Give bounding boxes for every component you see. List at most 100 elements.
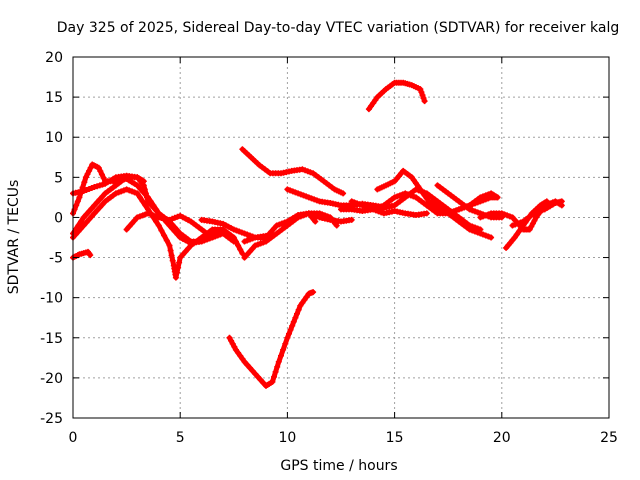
x-axis-label: GPS time / hours bbox=[280, 458, 397, 474]
data-point bbox=[177, 254, 184, 261]
data-point bbox=[274, 363, 281, 370]
x-tick-label: 15 bbox=[386, 430, 404, 446]
data-point bbox=[418, 89, 425, 96]
data-point bbox=[241, 254, 248, 261]
data-point bbox=[97, 168, 104, 175]
y-tick-label: -15 bbox=[40, 331, 63, 347]
series-trace-17 bbox=[370, 186, 484, 233]
data-point bbox=[168, 252, 175, 259]
data-point bbox=[294, 310, 300, 317]
data-point bbox=[100, 174, 107, 181]
data-point bbox=[312, 218, 319, 225]
data-point bbox=[155, 222, 162, 229]
data-point bbox=[292, 314, 299, 321]
data-point bbox=[289, 322, 296, 329]
data-point bbox=[333, 222, 340, 229]
data-point bbox=[282, 340, 289, 347]
data-point bbox=[423, 210, 430, 217]
series-trace-18 bbox=[338, 206, 430, 218]
data-point bbox=[235, 242, 242, 249]
series-trace-14 bbox=[365, 79, 428, 113]
data-point bbox=[74, 198, 81, 205]
data-point bbox=[76, 194, 83, 201]
data-point bbox=[237, 246, 244, 253]
data-layer bbox=[70, 79, 565, 389]
data-point bbox=[139, 198, 146, 205]
x-tick-label: 10 bbox=[278, 430, 296, 446]
data-point bbox=[477, 226, 484, 233]
data-point bbox=[153, 218, 160, 225]
data-point bbox=[509, 214, 516, 221]
series-trace-13 bbox=[305, 210, 355, 225]
y-tick-label: 20 bbox=[45, 50, 63, 66]
data-point bbox=[230, 234, 237, 241]
series-trace-6 bbox=[123, 210, 227, 241]
series-trace-20 bbox=[423, 190, 501, 217]
data-point bbox=[340, 190, 347, 197]
data-point bbox=[280, 346, 287, 353]
data-point bbox=[543, 198, 550, 205]
data-point bbox=[137, 194, 143, 201]
data-point bbox=[87, 252, 94, 259]
data-point bbox=[413, 180, 419, 187]
data-point bbox=[73, 202, 80, 209]
data-point bbox=[417, 86, 424, 93]
data-point bbox=[82, 174, 89, 181]
x-tick-label: 5 bbox=[176, 430, 185, 446]
data-point bbox=[142, 190, 149, 197]
data-point bbox=[284, 334, 291, 341]
data-point bbox=[272, 368, 279, 375]
data-point bbox=[86, 167, 93, 174]
data-point bbox=[275, 358, 282, 365]
data-point bbox=[232, 238, 239, 245]
y-tick-label: 0 bbox=[54, 210, 63, 226]
data-point bbox=[488, 234, 495, 241]
data-point bbox=[72, 226, 79, 233]
data-point bbox=[142, 202, 149, 209]
data-point bbox=[81, 179, 88, 186]
data-point bbox=[241, 358, 248, 365]
data-point bbox=[269, 378, 276, 385]
plot-frame bbox=[72, 56, 610, 419]
data-point bbox=[131, 217, 138, 224]
data-point bbox=[220, 228, 227, 235]
data-point bbox=[348, 216, 355, 223]
data-point bbox=[172, 274, 179, 281]
data-point bbox=[278, 352, 284, 359]
data-point bbox=[140, 178, 147, 185]
y-tick-label: -20 bbox=[40, 371, 63, 387]
data-point bbox=[239, 250, 246, 257]
series-trace-23 bbox=[509, 198, 565, 229]
data-point bbox=[174, 269, 180, 276]
data-point bbox=[161, 232, 168, 239]
y-tick-label: -25 bbox=[40, 411, 63, 427]
ticks: 0 5 10 15 20 25 -25 -20 -15 -10 -5 0 5 10 15 20 bbox=[40, 50, 618, 446]
data-point bbox=[531, 217, 538, 224]
data-point bbox=[95, 164, 102, 171]
data-point bbox=[175, 264, 182, 271]
data-point bbox=[98, 171, 105, 178]
y-tick-label: 10 bbox=[45, 130, 63, 146]
data-point bbox=[163, 237, 170, 244]
data-point bbox=[290, 318, 297, 325]
x-tick-label: 0 bbox=[69, 430, 78, 446]
data-point bbox=[141, 186, 148, 193]
grid bbox=[73, 57, 609, 418]
data-point bbox=[83, 219, 90, 226]
data-point bbox=[419, 92, 426, 99]
data-point bbox=[84, 171, 91, 178]
data-point bbox=[176, 259, 183, 266]
data-point bbox=[420, 95, 427, 102]
data-point bbox=[295, 306, 302, 313]
data-point bbox=[167, 247, 174, 254]
x-tick-label: 20 bbox=[493, 430, 511, 446]
data-point bbox=[78, 218, 84, 225]
series-trace-10 bbox=[226, 289, 317, 389]
data-point bbox=[310, 289, 317, 296]
data-point bbox=[494, 194, 501, 201]
series-trace-5 bbox=[70, 172, 147, 197]
data-point bbox=[169, 257, 176, 264]
y-tick-label: 15 bbox=[45, 90, 63, 106]
